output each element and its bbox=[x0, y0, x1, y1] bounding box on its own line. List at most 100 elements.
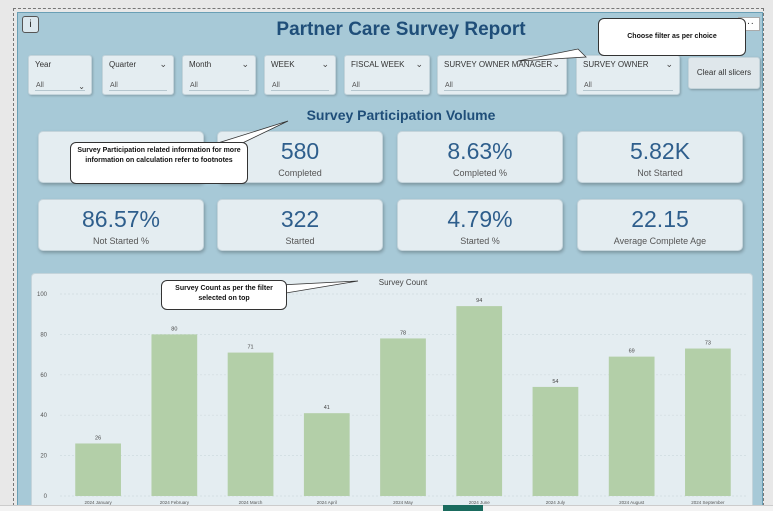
report-title: Partner Care Survey Report bbox=[276, 19, 526, 40]
slicer-underline bbox=[351, 90, 423, 91]
kpi-value: 4.79% bbox=[447, 206, 513, 232]
filter-callout-pointer bbox=[517, 48, 587, 62]
data-label: 54 bbox=[552, 379, 558, 385]
slicer-underline bbox=[583, 90, 673, 91]
data-label: 26 bbox=[95, 435, 101, 441]
kpi-label: Not Started bbox=[637, 168, 683, 178]
data-label: 94 bbox=[476, 298, 482, 304]
data-label: 41 bbox=[324, 405, 330, 411]
callout-pointers bbox=[216, 48, 587, 294]
slicer-underline bbox=[444, 90, 560, 91]
chevron-down-icon[interactable]: ⌄ bbox=[552, 59, 560, 69]
slicer-label: Month bbox=[189, 60, 212, 69]
active-page-tab[interactable] bbox=[443, 505, 483, 511]
slicer-underline bbox=[271, 90, 329, 91]
slicer-value: All bbox=[190, 82, 198, 89]
slicer-label: SURVEY OWNER bbox=[583, 60, 649, 69]
slicer-underline bbox=[189, 90, 249, 91]
report-page: i ... Partner Care Survey Report Year Al… bbox=[17, 12, 763, 509]
bar bbox=[608, 356, 655, 496]
count-callout-pointer bbox=[279, 280, 359, 294]
y-tick-label: 40 bbox=[40, 413, 47, 419]
x-tick-label: 2024 March bbox=[239, 500, 263, 505]
slicer-value: All bbox=[445, 82, 453, 89]
slicer-label: SURVEY OWNER MANAGER bbox=[444, 60, 553, 69]
y-tick-label: 60 bbox=[40, 373, 47, 379]
chevron-down-icon[interactable]: ⌄ bbox=[241, 59, 249, 69]
kpi-value: 86.57% bbox=[81, 206, 160, 232]
x-tick-label: 2024 May bbox=[393, 500, 414, 505]
x-tick-label: 2024 September bbox=[691, 500, 725, 505]
x-tick-label: 2024 February bbox=[160, 500, 190, 505]
kpi-card-started-pct: 4.79% Started % bbox=[397, 199, 563, 251]
data-label: 71 bbox=[247, 345, 253, 351]
slicer-value: All bbox=[352, 82, 360, 89]
kpi-card-not-started: 5.82K Not Started bbox=[577, 131, 743, 183]
x-tick-label: 2024 April bbox=[317, 500, 337, 505]
bar bbox=[151, 334, 198, 496]
page-tabs-bar[interactable] bbox=[0, 505, 773, 511]
kpi-label: Completed bbox=[278, 168, 322, 178]
data-label: 73 bbox=[705, 341, 711, 347]
chevron-down-icon[interactable]: ⌄ bbox=[665, 59, 673, 69]
chevron-down-icon[interactable]: ⌄ bbox=[321, 59, 329, 69]
data-label: 78 bbox=[400, 330, 406, 336]
survey-count-callout: Survey Count as per the filter selected … bbox=[161, 280, 287, 310]
kpi-value: 5.82K bbox=[629, 138, 691, 164]
slicer-value: All bbox=[36, 82, 44, 89]
x-tick-label: 2024 January bbox=[84, 500, 112, 505]
slicer-value: All bbox=[272, 82, 280, 89]
info-button[interactable]: i bbox=[22, 16, 39, 33]
slicer-value: All bbox=[584, 82, 592, 89]
chevron-down-icon[interactable]: ⌄ bbox=[78, 82, 85, 91]
slicer-year[interactable]: Year All ⌄ bbox=[28, 55, 92, 95]
bar bbox=[303, 413, 350, 496]
y-tick-label: 100 bbox=[37, 292, 48, 298]
slicer-week[interactable]: WEEK ⌄ All bbox=[264, 55, 336, 95]
bar bbox=[685, 348, 731, 496]
kpi-card-not-started-pct: 86.57% Not Started % bbox=[38, 199, 204, 251]
bar bbox=[532, 386, 579, 496]
bar bbox=[227, 352, 274, 496]
survey-count-chart[interactable]: Survey Count 0 20 40 60 80 100 26 2024 January 80… bbox=[31, 273, 753, 509]
slicer-month[interactable]: Month ⌄ All bbox=[182, 55, 256, 95]
y-tick-label: 80 bbox=[40, 332, 47, 338]
y-tick-label: 0 bbox=[44, 494, 48, 500]
bar bbox=[456, 306, 503, 496]
slicer-underline bbox=[35, 90, 85, 91]
slicer-quarter[interactable]: Quarter ⌄ All bbox=[102, 55, 174, 95]
kpi-value: 322 bbox=[280, 206, 320, 232]
slicer-label: WEEK bbox=[271, 60, 295, 69]
kpi-label: Not Started % bbox=[92, 236, 150, 246]
x-tick-label: 2024 June bbox=[469, 500, 491, 505]
kpi-value: 580 bbox=[280, 138, 320, 164]
data-label: 80 bbox=[171, 326, 177, 332]
x-tick-label: 2024 July bbox=[546, 500, 566, 505]
chevron-down-icon[interactable]: ⌄ bbox=[415, 59, 423, 69]
y-tick-label: 20 bbox=[40, 454, 47, 460]
kpi-label: Average Complete Age bbox=[613, 236, 707, 246]
kpi-value: 8.63% bbox=[447, 138, 513, 164]
kpi-card-completed-pct: 8.63% Completed % bbox=[397, 131, 563, 183]
kpi-label: Completed % bbox=[452, 168, 508, 178]
chart-svg: Survey Count 0 20 40 60 80 100 26 2024 January 80… bbox=[37, 278, 746, 505]
bar bbox=[75, 443, 121, 496]
clear-all-slicers-button[interactable]: Clear all slicers bbox=[688, 57, 760, 89]
kpi-card-started: 322 Started bbox=[217, 199, 383, 251]
kpi-value: 22.15 bbox=[631, 206, 689, 232]
slicer-label: Quarter bbox=[109, 60, 137, 69]
kpi-label: Started % bbox=[460, 236, 500, 246]
slicer-survey-owner-manager[interactable]: SURVEY OWNER MANAGER ⌄ All bbox=[437, 55, 567, 95]
bar bbox=[380, 338, 426, 496]
chevron-down-icon[interactable]: ⌄ bbox=[159, 59, 167, 69]
slicer-fiscal-week[interactable]: FISCAL WEEK ⌄ All bbox=[344, 55, 430, 95]
chart-title: Survey Count bbox=[379, 278, 428, 287]
section-subtitle: Survey Participation Volume bbox=[306, 107, 496, 123]
data-label: 69 bbox=[629, 349, 635, 355]
slicer-label: FISCAL WEEK bbox=[351, 60, 405, 69]
participation-callout: Survey Participation related information… bbox=[70, 142, 248, 184]
x-tick-label: 2024 August bbox=[619, 500, 645, 505]
kpi-label: Started bbox=[285, 236, 315, 246]
kpi-card-average-complete-age: 22.15 Average Complete Age bbox=[577, 199, 743, 251]
